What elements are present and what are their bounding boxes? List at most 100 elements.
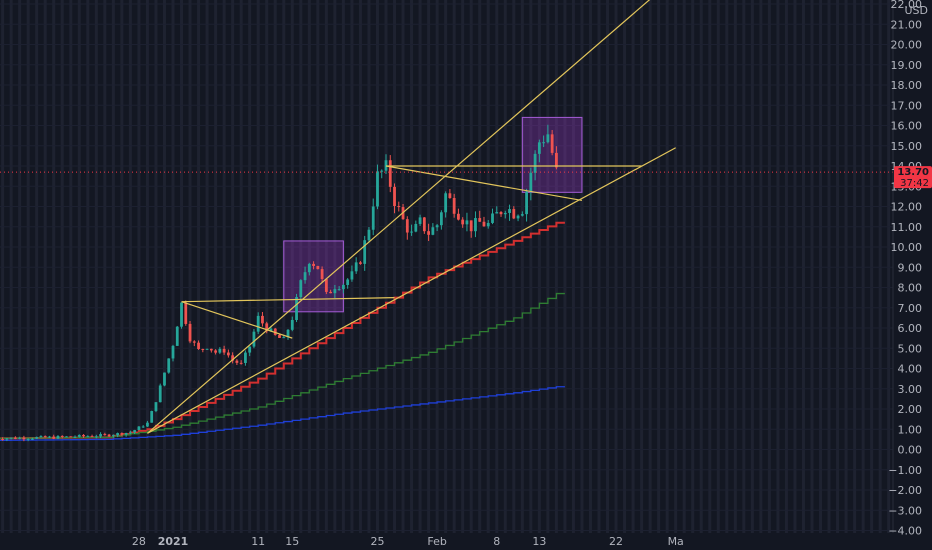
candle-body <box>546 134 550 143</box>
candle-body <box>175 326 179 346</box>
candle-body <box>244 352 247 363</box>
candle-body <box>86 436 90 438</box>
last-price-tag-bg <box>894 166 932 189</box>
price-tick-label: 12.00 <box>891 201 923 214</box>
candle-body <box>82 434 85 437</box>
candle-body <box>1 439 4 441</box>
price-tick-label: 15.00 <box>891 140 923 153</box>
candle-body <box>218 348 222 353</box>
candle-body <box>486 222 490 227</box>
trendline <box>147 147 676 434</box>
price-tick-label: −2.00 <box>888 484 922 497</box>
candle-body <box>516 215 520 219</box>
candle-body <box>376 171 379 207</box>
candle-body <box>282 337 286 339</box>
candle-body <box>363 240 367 264</box>
candle-body <box>427 231 430 235</box>
trendline <box>147 0 651 434</box>
candle-body <box>388 160 392 187</box>
candle-body <box>465 220 469 225</box>
candle-body <box>31 438 34 440</box>
candle-body <box>94 436 98 438</box>
candle-body <box>555 152 558 168</box>
candle-body <box>474 218 477 232</box>
trendline <box>181 301 293 339</box>
candle-body <box>333 289 337 294</box>
candle-body <box>111 435 115 437</box>
candle-body <box>146 422 149 427</box>
price-tick-label: 18.00 <box>891 79 923 92</box>
price-tick-label: 10.00 <box>891 241 923 254</box>
time-tick-label: 11 <box>251 535 265 548</box>
candle-body <box>508 209 511 213</box>
candle-body <box>103 434 107 436</box>
candle-body <box>43 436 47 438</box>
candle-body <box>26 438 30 440</box>
candle-body <box>418 217 422 224</box>
indicator-line-2 <box>0 386 565 442</box>
candle-body <box>542 142 546 144</box>
candle-body <box>405 219 409 233</box>
candle-body <box>520 214 524 216</box>
time-axis-ticks: 28 2021 11 15 25 Feb 8 13 22 Ma <box>132 535 684 548</box>
candle-body <box>141 426 145 428</box>
candle-body <box>286 329 290 338</box>
candlesticks <box>1 124 558 442</box>
price-tick-label: 2.00 <box>898 403 923 416</box>
candle-body <box>422 217 426 232</box>
candle-body <box>533 153 537 173</box>
candle-body <box>235 360 239 363</box>
candle-body <box>261 315 264 324</box>
candle-body <box>231 355 235 361</box>
bar-countdown: 37:42 <box>900 178 929 189</box>
candle-body <box>359 262 362 264</box>
candle-body <box>129 432 132 434</box>
candle-body <box>269 328 273 332</box>
price-tick-label: 20.00 <box>891 39 923 52</box>
last-price-tag[interactable]: 13.70 37:42 <box>894 166 932 189</box>
candle-body <box>371 206 375 230</box>
candle-body <box>444 193 448 213</box>
candle-body <box>265 323 269 332</box>
candle-body <box>116 433 120 436</box>
price-tick-label: −4.00 <box>888 525 922 538</box>
candle-body <box>303 272 307 281</box>
price-tick-label: 19.00 <box>891 59 923 72</box>
price-tick-label: 6.00 <box>898 322 923 335</box>
candle-body <box>90 436 94 438</box>
trendline <box>181 297 395 303</box>
candle-body <box>495 212 499 214</box>
candle-body <box>205 348 209 350</box>
candle-body <box>18 437 22 439</box>
candle-body <box>299 280 303 298</box>
candle-body <box>248 346 252 353</box>
candle-body <box>329 291 333 294</box>
candle-body <box>52 436 56 439</box>
candle-body <box>439 212 443 226</box>
highlight-box <box>283 240 344 313</box>
candle-body <box>13 437 17 439</box>
candle-body <box>537 142 541 154</box>
candle-body <box>431 227 435 235</box>
candle-body <box>457 213 460 220</box>
candle-body <box>503 212 507 215</box>
trendline <box>385 165 583 202</box>
price-tick-label: 16.00 <box>891 120 923 133</box>
candle-body <box>550 134 554 153</box>
price-tick-label: 21.00 <box>891 18 923 31</box>
candle-body <box>461 219 465 225</box>
candle-body <box>414 223 418 232</box>
trendlines <box>147 0 676 434</box>
candle-body <box>124 432 128 435</box>
price-tick-label: 1.00 <box>898 423 923 436</box>
candle-body <box>39 436 43 438</box>
candle-body <box>367 229 371 241</box>
candle-body <box>252 331 256 347</box>
candle-body <box>312 263 315 266</box>
candle-body <box>184 302 188 324</box>
candle-body <box>512 209 516 219</box>
time-axis-background <box>0 533 932 550</box>
indicator-lines <box>0 221 565 442</box>
candle-body <box>167 358 171 373</box>
